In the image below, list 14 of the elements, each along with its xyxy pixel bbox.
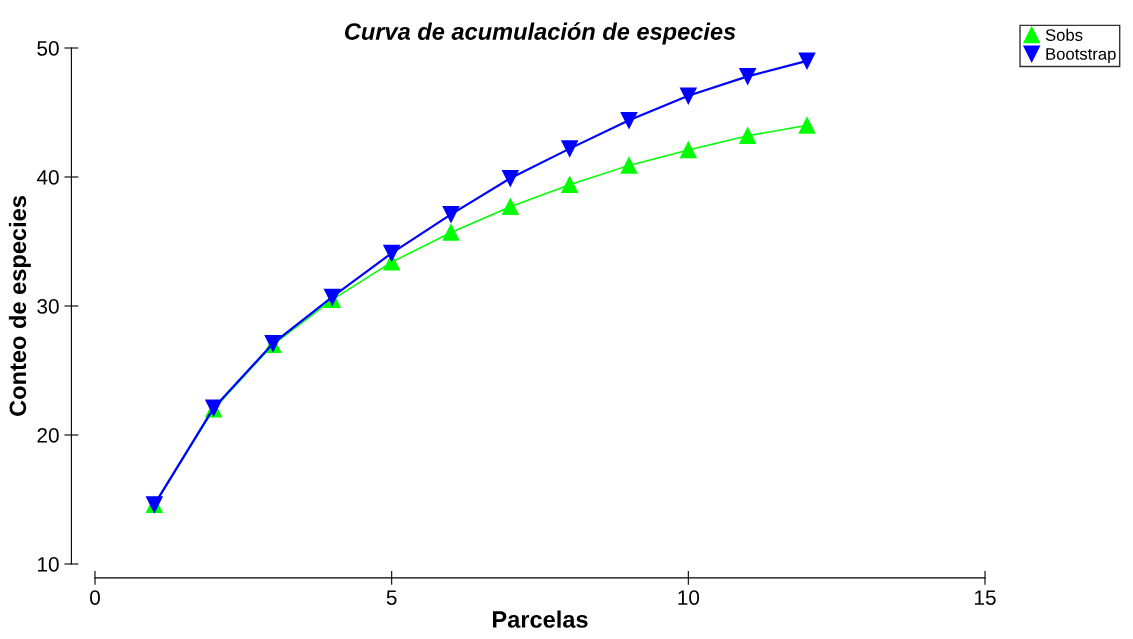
y-axis-title: Conteo de especies	[8, 196, 31, 416]
x-tick-label: 5	[386, 590, 397, 605]
y-tick-label: 20	[37, 428, 59, 443]
x-tick-label: 0	[90, 590, 100, 605]
y-tick-label: 10	[38, 557, 59, 572]
y-tick-label: 30	[37, 299, 59, 314]
y-tick-label: 50	[37, 41, 59, 56]
y-tick-label: 40	[36, 170, 59, 185]
x-tick-label: 10	[678, 590, 700, 605]
legend-label: Sobs	[1045, 28, 1083, 41]
x-tick-label: 15	[975, 590, 996, 605]
legend-label: Bootstrap	[1046, 48, 1116, 64]
x-axis-title: Parcelas	[493, 610, 588, 628]
chart-title: Curva de acumulación de especies	[344, 22, 736, 45]
